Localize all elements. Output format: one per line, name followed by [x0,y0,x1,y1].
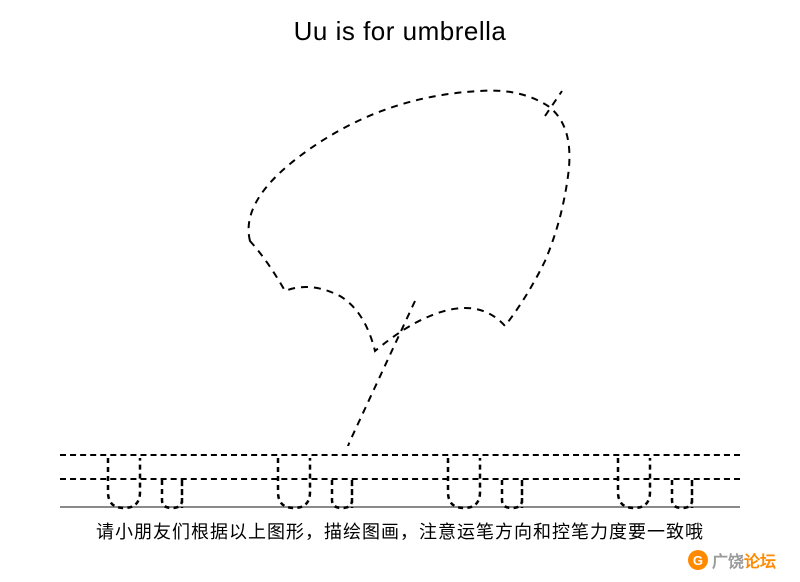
letter-pair [106,456,184,510]
watermark-suffix: 论坛 [744,554,776,571]
lower-u-letter [160,456,184,510]
instruction-text: 请小朋友们根据以上图形，描绘图画，注意运笔方向和控笔力度要一致哦 [0,518,800,544]
watermark-text: 广饶论坛 [712,548,776,572]
watermark: G 广饶论坛 [688,548,776,572]
lower-u-letter [500,456,524,510]
umbrella-drawing [180,66,620,446]
umbrella-canopy [249,91,570,351]
letter-pair [616,456,694,510]
umbrella-tip [545,91,562,116]
letter-pair [276,456,354,510]
umbrella-shaft [346,301,415,446]
upper-u-letter [446,456,482,510]
lower-u-letter [330,456,354,510]
lower-u-letter [670,456,694,510]
watermark-icon: G [688,550,708,570]
upper-u-letter [106,456,142,510]
upper-u-letter [276,456,312,510]
upper-u-letter [616,456,652,510]
watermark-prefix: 广饶 [712,554,744,571]
letter-pair [446,456,524,510]
tracing-letters-row [60,452,740,510]
umbrella-svg [180,66,620,446]
page-title: Uu is for umbrella [0,16,800,47]
